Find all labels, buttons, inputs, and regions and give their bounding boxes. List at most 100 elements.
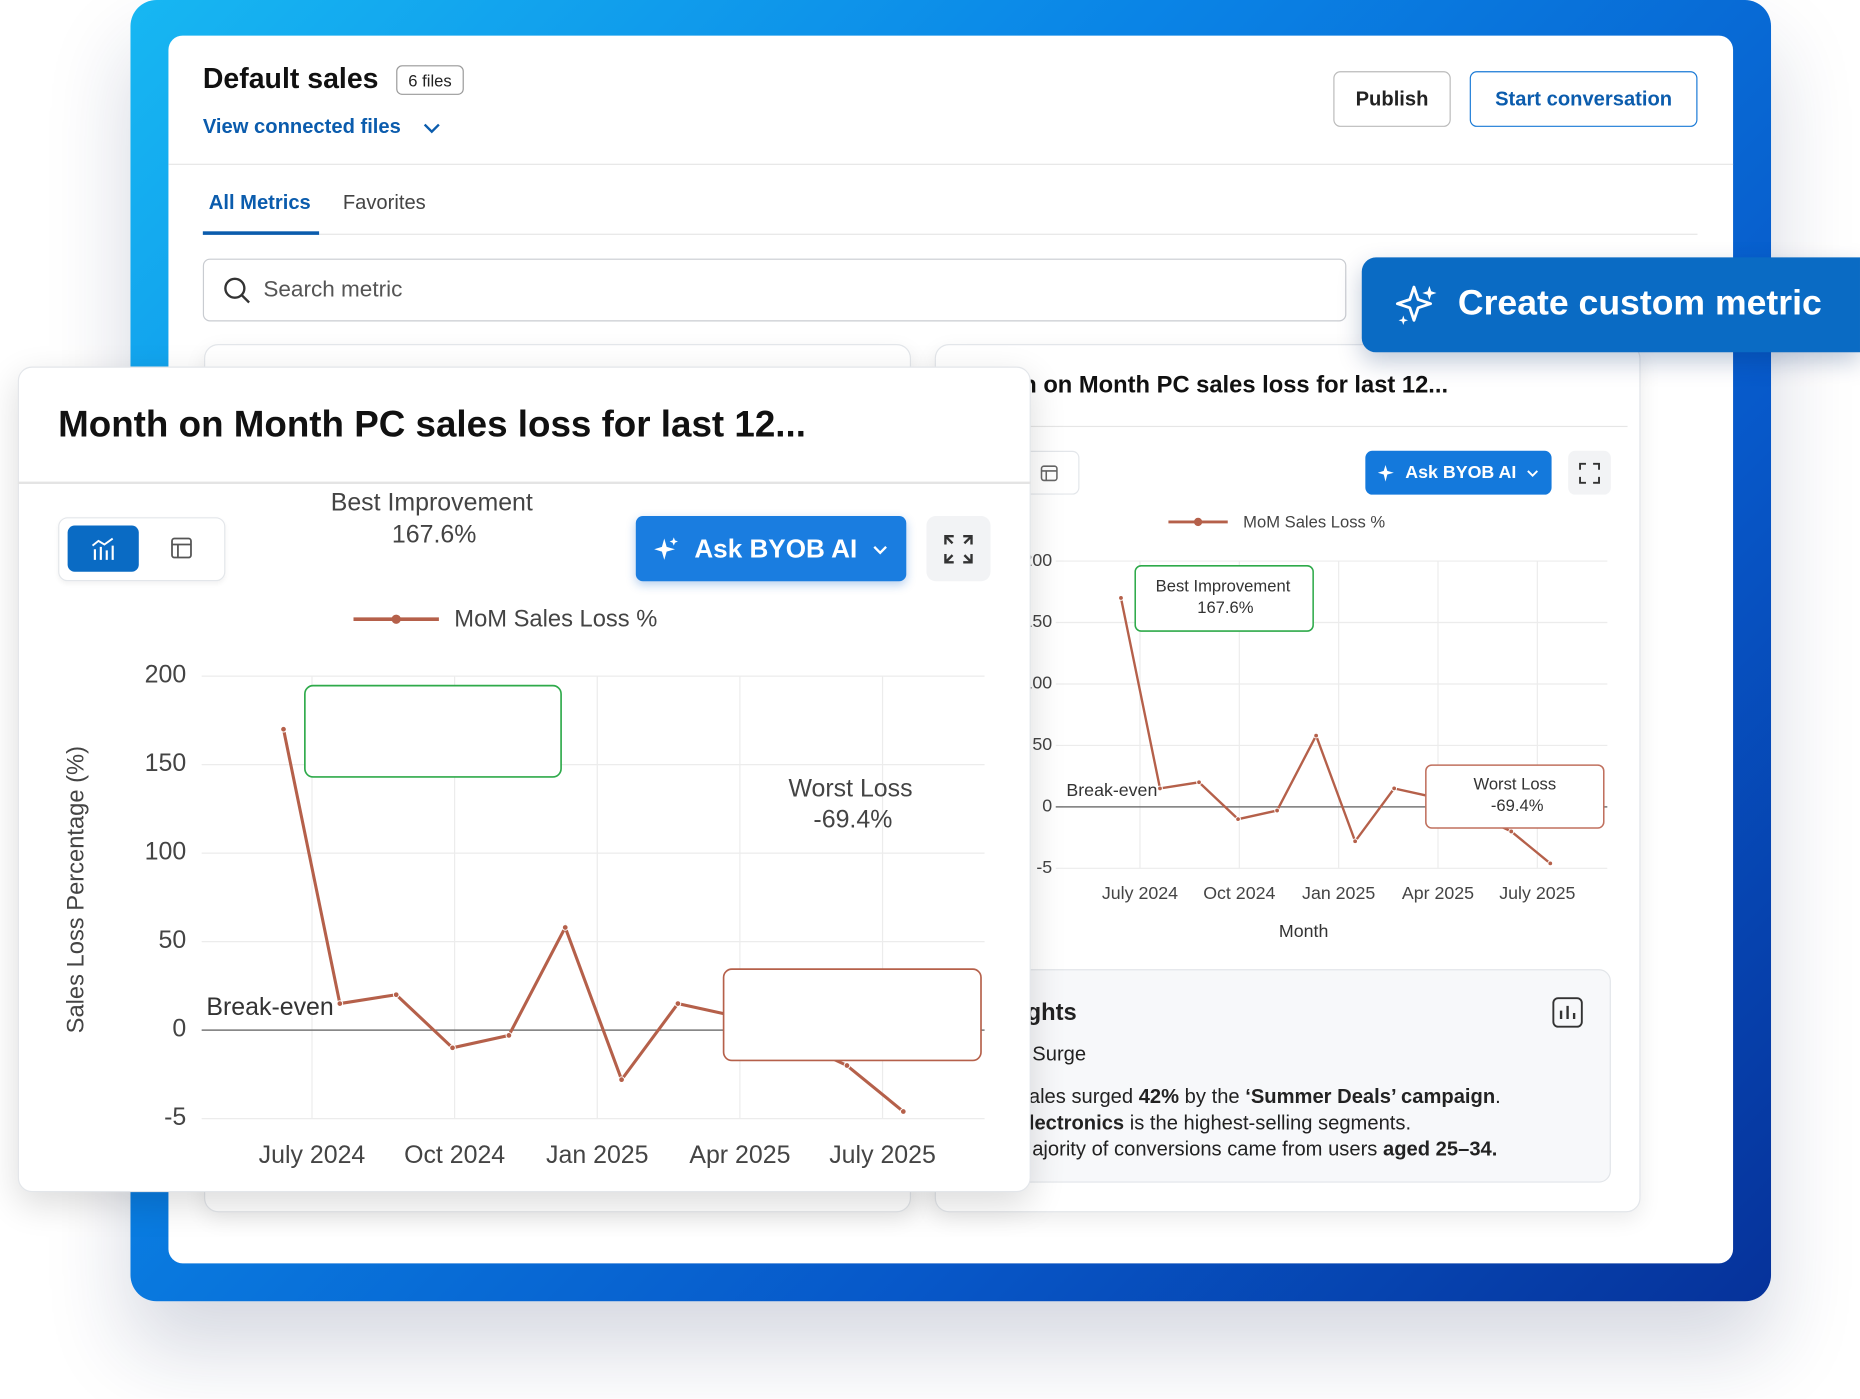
table-icon[interactable] bbox=[170, 536, 194, 560]
annotation-value: 167.6% bbox=[1197, 598, 1254, 617]
x-tick-label: Jan 2025 bbox=[1302, 883, 1375, 903]
chevron-icon bbox=[1527, 469, 1539, 477]
tab-active[interactable]: All Metrics bbox=[208, 190, 311, 214]
data-point bbox=[280, 725, 287, 733]
publish-button[interactable]: Publish bbox=[1333, 71, 1451, 127]
y-tick-label: 100 bbox=[145, 838, 187, 866]
expand-button[interactable] bbox=[1568, 450, 1611, 495]
annotation-value: -69.4% bbox=[813, 805, 892, 833]
annotation-box bbox=[1425, 764, 1605, 829]
y-tick-label: 50 bbox=[159, 926, 187, 954]
insight-text: by the bbox=[1179, 1085, 1246, 1108]
chart-view-button[interactable] bbox=[67, 525, 139, 572]
y-tick-label: -5 bbox=[1036, 857, 1052, 877]
annotation-box bbox=[304, 684, 562, 778]
data-point bbox=[1508, 828, 1515, 835]
start-conversation-button[interactable]: Start conversation bbox=[1469, 71, 1698, 127]
data-point bbox=[1352, 838, 1358, 845]
x-tick-label: July 2025 bbox=[1499, 883, 1575, 903]
x-tick-label: July 2024 bbox=[1102, 883, 1178, 903]
y-axis-title: Sales Loss Percentage (%) bbox=[63, 746, 89, 1033]
data-point bbox=[618, 1076, 625, 1083]
y-tick-label: 0 bbox=[1042, 796, 1052, 816]
data-point bbox=[449, 1044, 456, 1052]
annotation-value: 167.6% bbox=[392, 521, 476, 549]
tab-underline bbox=[202, 231, 320, 235]
divider bbox=[168, 163, 1734, 165]
insight-text: . bbox=[1495, 1085, 1501, 1108]
annotation-label: Worst Loss bbox=[788, 775, 912, 803]
annotation-label: Worst Loss bbox=[1473, 775, 1556, 794]
data-point bbox=[1391, 785, 1398, 792]
x-axis-title: Month bbox=[1279, 921, 1328, 941]
data-point bbox=[505, 1032, 513, 1039]
search-placeholder: Search metric bbox=[263, 277, 403, 303]
connected-files-link[interactable]: View connected files bbox=[202, 115, 401, 138]
data-point bbox=[899, 1108, 907, 1115]
y-tick-label: -5 bbox=[164, 1103, 186, 1131]
chevron-icon[interactable] bbox=[420, 117, 444, 138]
annotation-value: -69.4% bbox=[1491, 796, 1544, 815]
baseline-label: Break-even bbox=[1066, 780, 1157, 800]
insight-item: Majority of conversions came from users … bbox=[1015, 1136, 1500, 1162]
insight-text: ‘Summer Deals’ campaign bbox=[1245, 1085, 1496, 1108]
annotation-box bbox=[1134, 565, 1314, 632]
insight-text: 42% bbox=[1138, 1085, 1180, 1108]
x-tick-label: Apr 2025 bbox=[1402, 883, 1474, 903]
search-box[interactable] bbox=[202, 258, 1347, 322]
legend-label: MoM Sales Loss % bbox=[454, 607, 657, 633]
search-icon bbox=[224, 277, 250, 304]
x-tick-label: July 2025 bbox=[829, 1141, 936, 1169]
view-toggle[interactable] bbox=[58, 517, 226, 582]
ask-ai-label: Ask BYOB AI bbox=[1405, 462, 1517, 483]
create-metric-button[interactable] bbox=[1361, 257, 1860, 353]
tab-divider bbox=[202, 233, 1698, 235]
divider bbox=[17, 481, 1031, 484]
create-metric-label[interactable]: Create custom metric bbox=[1457, 283, 1822, 323]
insights-box bbox=[937, 969, 1611, 1183]
data-point bbox=[561, 924, 569, 931]
divider bbox=[948, 425, 1628, 428]
ask-ai-label: Ask BYOB AI bbox=[694, 533, 858, 563]
expand-icon[interactable] bbox=[1578, 461, 1602, 485]
y-tick-label: 0 bbox=[172, 1015, 186, 1043]
ask-ai-button[interactable]: Ask BYOB AI bbox=[1365, 450, 1552, 495]
expand-icon[interactable] bbox=[942, 533, 975, 566]
file-badge: 6 files bbox=[396, 65, 464, 95]
y-tick-label: 200 bbox=[145, 661, 187, 689]
data-point bbox=[1547, 860, 1554, 867]
baseline-label: Break-even bbox=[206, 993, 333, 1021]
expand-button[interactable] bbox=[926, 516, 991, 582]
data-point bbox=[1157, 785, 1163, 792]
insight-item: Electronics is the highest-selling segme… bbox=[1015, 1110, 1500, 1136]
data-point bbox=[1274, 807, 1280, 814]
x-tick-label: Oct 2024 bbox=[1203, 883, 1275, 903]
table-icon[interactable] bbox=[1040, 464, 1059, 483]
sparkle-icon bbox=[1377, 464, 1394, 482]
legend-label: MoM Sales Loss % bbox=[1243, 513, 1385, 532]
tab[interactable]: Favorites bbox=[342, 190, 426, 214]
ask-ai-button[interactable]: Ask BYOB AI bbox=[635, 516, 907, 582]
insight-text: Majority of conversions came from users bbox=[1015, 1137, 1384, 1161]
card-title: Month on Month PC sales loss for last 12… bbox=[965, 372, 1449, 399]
insight-text: Sales surged bbox=[1015, 1085, 1139, 1108]
data-point bbox=[1235, 816, 1241, 823]
legend-marker bbox=[1193, 517, 1203, 527]
x-tick-label: Oct 2024 bbox=[404, 1141, 505, 1169]
y-tick-label: 50 bbox=[1032, 734, 1052, 754]
data-point bbox=[392, 991, 400, 999]
chart-icon[interactable] bbox=[1552, 996, 1584, 1028]
data-point bbox=[843, 1062, 851, 1069]
sparkle-icon[interactable] bbox=[1394, 282, 1441, 329]
chevron-icon bbox=[872, 545, 887, 554]
x-tick-label: Jan 2025 bbox=[546, 1141, 648, 1169]
data-point bbox=[1118, 595, 1124, 601]
chart-icon[interactable] bbox=[90, 536, 116, 562]
x-tick-label: July 2024 bbox=[259, 1141, 366, 1169]
annotation-label: Best Improvement bbox=[331, 489, 533, 517]
y-tick-label: 150 bbox=[145, 749, 187, 777]
data-point bbox=[1196, 779, 1202, 786]
insight-text: is the highest-selling segments. bbox=[1124, 1111, 1412, 1135]
